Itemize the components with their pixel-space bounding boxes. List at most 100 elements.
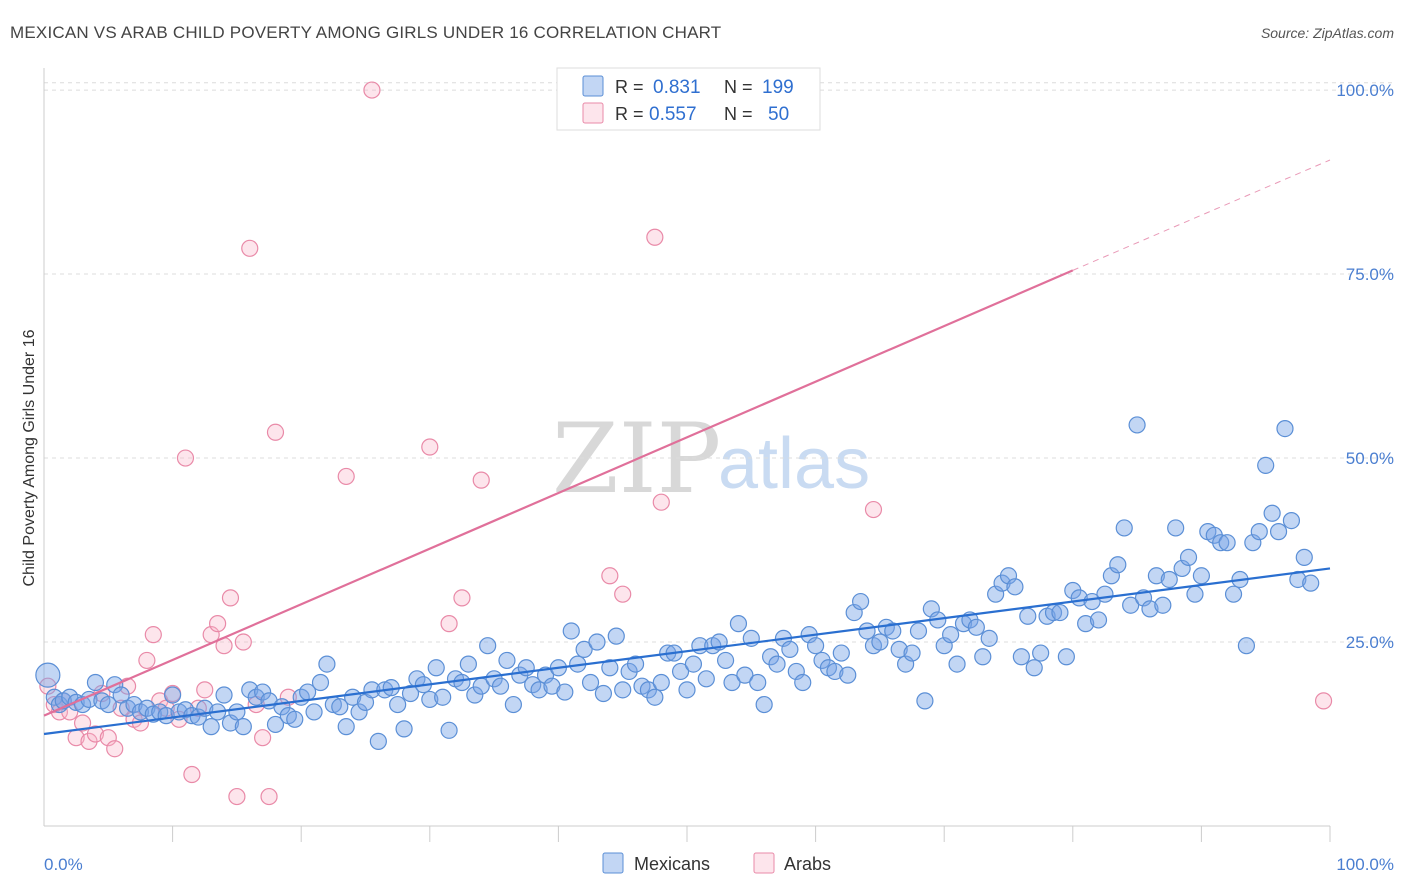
mexican-point [626,655,645,673]
bottom-legend-mexicans: Mexicans [634,854,710,874]
mexican-point [826,662,844,681]
mexican-point [581,673,600,692]
legend-swatch-arabs [582,102,604,124]
bottom-legend-arabs: Arabs [784,854,831,874]
mexican-point [1115,519,1133,537]
mexican-point [839,666,857,684]
mexican-point [1154,596,1172,614]
arab-point [652,493,670,511]
mexican-point [164,686,182,704]
mexican-point [832,644,850,662]
arab-point [266,423,285,441]
mexican-point [434,688,452,706]
mexican-point [35,662,61,688]
mexican-point [1109,556,1127,574]
mexican-point [1269,523,1288,541]
mexican-point [228,703,246,721]
mexican-point [1096,585,1114,603]
arab-point [144,626,162,644]
mexican-point [614,681,632,699]
mexican-point [427,659,445,677]
mexican-point [337,718,355,736]
y-tick-label: 75.0% [1346,265,1394,284]
mexican-point [311,673,330,692]
arab-point [421,438,439,456]
mexican-point [350,703,368,721]
mexican-point [556,683,574,701]
arab-point [601,567,619,585]
mexican-point [1295,548,1313,566]
mexican-point [806,637,825,655]
mexican-point [967,618,985,636]
legend-r-value-2: 0.557 [649,104,697,125]
mexican-point [1128,416,1146,434]
mexican-point [215,686,233,704]
mexican-point [202,718,220,736]
arab-point [209,615,227,633]
mexican-point [903,644,921,662]
legend-r-label-1: R = [615,77,644,97]
mexican-point [1282,511,1301,530]
mexican-point [890,640,908,658]
mexican-point [421,690,439,709]
mexican-point [1006,578,1024,596]
mexican-point [884,622,902,640]
arab-point [646,228,664,246]
mexican-point [588,633,606,651]
mexican-point [1012,648,1030,666]
mexican-point [671,662,690,681]
mexican-point [1057,648,1075,666]
mexican-point [266,715,285,734]
mexican-point [1263,504,1281,522]
arab-point [864,500,883,519]
mexican-point [1276,420,1294,438]
mexican-point [479,637,497,655]
mexican-point [234,718,252,736]
mexican-point [980,629,998,647]
mexican-point [716,651,735,670]
arabs-trend-line [43,269,1074,717]
mexican-point [684,655,703,673]
arab-point [254,729,272,747]
bottom-legend: Mexicans Arabs [602,852,831,874]
mexican-point [948,655,966,673]
mexican-point [389,695,407,714]
arab-point [221,589,240,607]
mexican-point [736,666,754,684]
y-tick-label: 100.0% [1336,81,1394,100]
arab-point [106,740,124,758]
mexican-point [852,592,870,611]
mexican-point [749,673,767,692]
mexican-point [1122,596,1140,614]
mexican-point [1302,574,1320,592]
legend-n-value-2: 50 [768,104,789,125]
mexican-point [1237,637,1256,655]
arab-point [440,615,458,633]
legend-box: R = 0.831 N = 199 R = 0.557 N = 50 [556,67,821,131]
mexican-point [466,686,484,704]
arab-point [86,725,105,743]
mexican-point [144,705,162,723]
arab-point [234,633,252,651]
arab-point [472,471,490,489]
legend-swatch-mexicans [582,75,604,97]
mexican-point [318,655,336,673]
legend-n-value-1: 199 [762,77,794,98]
mexican-point [401,684,420,703]
mexican-point [138,699,156,717]
mexican-point [942,626,960,644]
mexican-point [286,710,304,728]
mexican-point [395,720,413,738]
mexican-point [176,701,195,719]
mexican-point [1179,548,1198,566]
mexican-point [99,695,117,714]
mexican-point [305,703,323,721]
mexican-point [459,655,477,673]
mexican-point [254,683,272,701]
mexican-point [871,633,889,651]
legend-r-label-2: R = [615,104,644,124]
x-tick-label-min: 0.0% [44,855,83,874]
mexican-point [440,721,458,739]
mexican-point [530,681,548,699]
